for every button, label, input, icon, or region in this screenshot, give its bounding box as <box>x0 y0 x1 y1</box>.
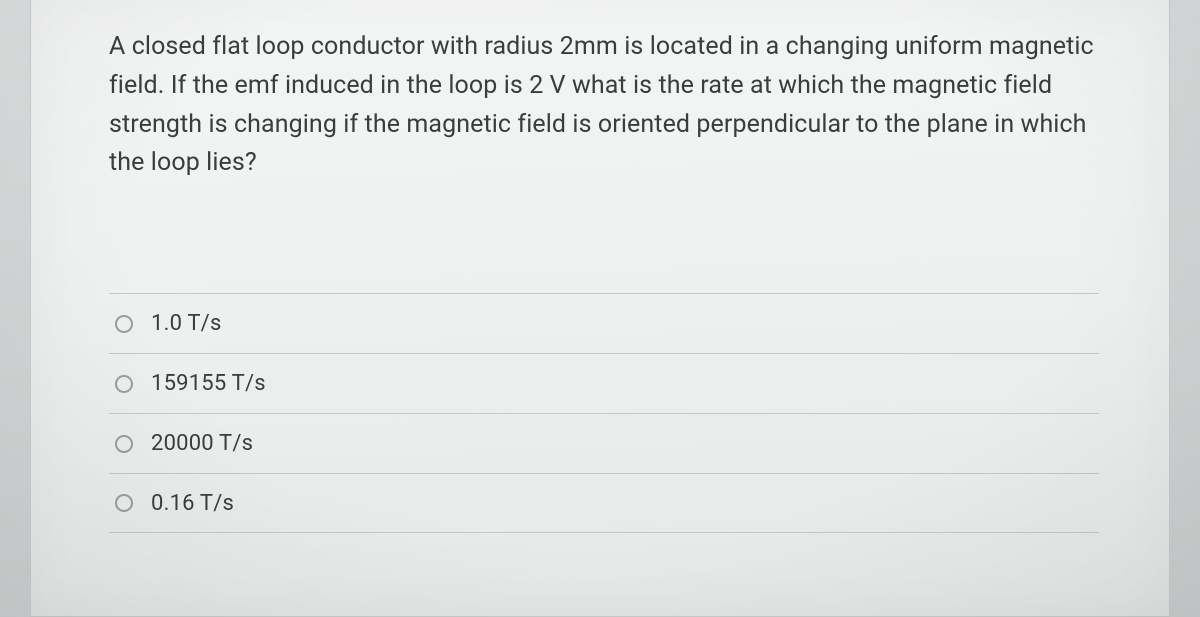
option-row[interactable]: 0.16 T/s <box>109 473 1099 533</box>
option-label: 0.16 T/s <box>151 491 234 516</box>
option-row[interactable]: 20000 T/s <box>109 413 1099 473</box>
radio-icon[interactable] <box>115 435 133 453</box>
option-label: 20000 T/s <box>151 431 253 456</box>
options-list: 1.0 T/s 159155 T/s 20000 T/s 0.16 T/s <box>109 293 1099 533</box>
photo-frame: A closed flat loop conductor with radius… <box>0 0 1200 617</box>
option-row[interactable]: 1.0 T/s <box>109 293 1099 353</box>
question-text: A closed flat loop conductor with radius… <box>109 28 1099 183</box>
radio-icon[interactable] <box>115 315 133 333</box>
quiz-card: A closed flat loop conductor with radius… <box>30 0 1170 617</box>
radio-icon[interactable] <box>115 494 133 512</box>
radio-icon[interactable] <box>115 375 133 393</box>
option-label: 159155 T/s <box>151 371 266 396</box>
option-label: 1.0 T/s <box>151 311 222 336</box>
option-row[interactable]: 159155 T/s <box>109 353 1099 413</box>
